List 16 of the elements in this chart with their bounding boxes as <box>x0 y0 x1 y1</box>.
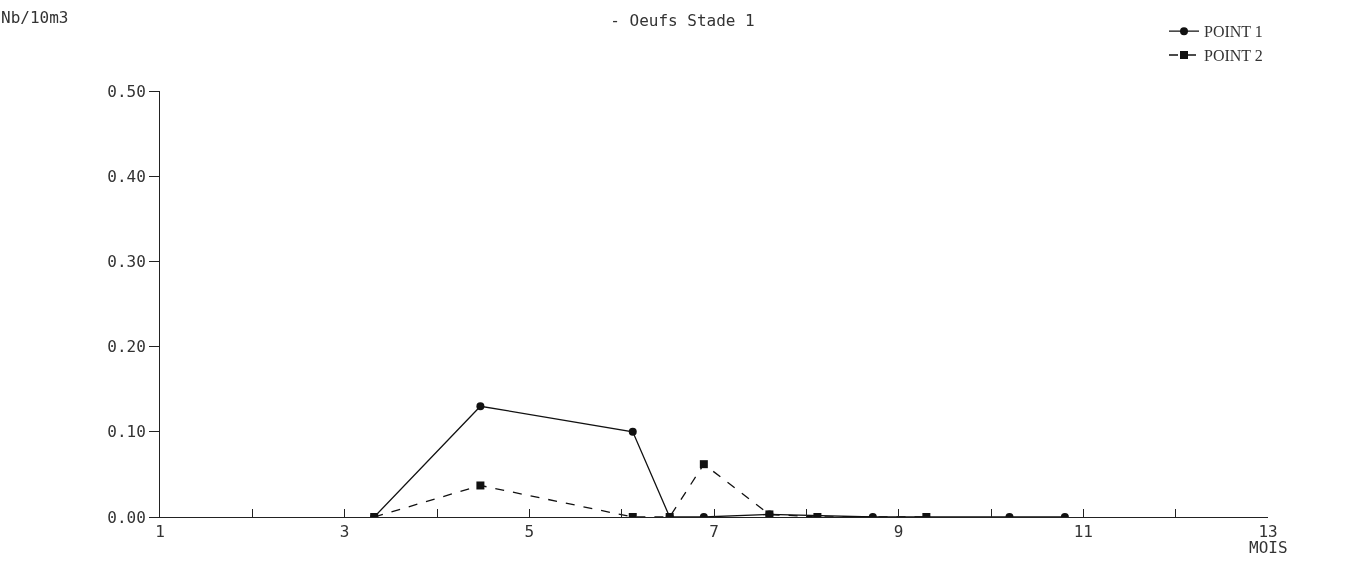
y-tick-label: 0.10 <box>107 422 146 442</box>
y-tick-label: 0.30 <box>107 252 146 271</box>
x-tick-label: 9 <box>893 522 904 542</box>
y-tick-label: 0.20 <box>107 337 146 357</box>
x-tick-label: 1 <box>155 522 165 542</box>
x-tick-label: 5 <box>524 522 535 542</box>
x-tick-label: 3 <box>339 522 350 542</box>
legend-label: POINT 1 <box>1204 23 1263 41</box>
y-tick-label: 0.00 <box>107 507 146 527</box>
y-axis-title: Nb/10m3 <box>1 8 69 27</box>
legend-label: POINT 2 <box>1204 47 1263 65</box>
x-tick-label: 7 <box>709 522 719 542</box>
chart-title: - Oeufs Stade 1 <box>610 10 755 30</box>
y-tick-label: 0.40 <box>107 166 146 186</box>
x-tick-label: 11 <box>1073 522 1093 542</box>
y-tick-label: 0.50 <box>107 81 146 101</box>
